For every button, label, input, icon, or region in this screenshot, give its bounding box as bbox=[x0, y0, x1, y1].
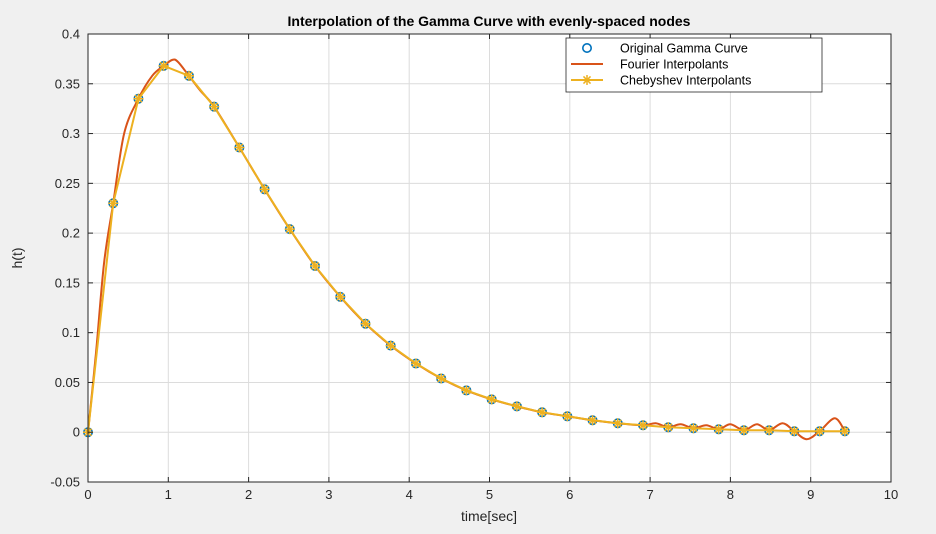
point-chebyshev-interpolants bbox=[638, 420, 649, 431]
legend-label: Fourier Interpolants bbox=[620, 58, 728, 72]
y-tick-label: 0.15 bbox=[55, 275, 80, 290]
point-chebyshev-interpolants bbox=[259, 184, 270, 195]
x-tick-label: 3 bbox=[325, 487, 332, 502]
legend: Original Gamma Curve Fourier Interpolants… bbox=[565, 37, 823, 93]
point-chebyshev-interpolants bbox=[385, 340, 396, 351]
point-chebyshev-interpolants bbox=[713, 424, 724, 435]
point-chebyshev-interpolants bbox=[587, 415, 598, 426]
chart-title: Interpolation of the Gamma Curve with ev… bbox=[288, 13, 691, 29]
point-chebyshev-interpolants bbox=[839, 426, 850, 437]
point-chebyshev-interpolants bbox=[335, 291, 346, 302]
x-tick-label: 9 bbox=[807, 487, 814, 502]
point-chebyshev-interpolants bbox=[108, 198, 119, 209]
y-tick-label: -0.05 bbox=[50, 475, 80, 490]
series-chebyshev-interpolants bbox=[83, 60, 850, 438]
y-tick-label: 0.05 bbox=[55, 375, 80, 390]
point-chebyshev-interpolants bbox=[486, 394, 497, 405]
x-tick-label: 5 bbox=[486, 487, 493, 502]
point-chebyshev-interpolants bbox=[789, 426, 800, 437]
x-tick-label: 0 bbox=[84, 487, 91, 502]
point-chebyshev-interpolants bbox=[688, 423, 699, 434]
legend-entry-fourier-interpolants: Fourier Interpolants bbox=[571, 58, 728, 72]
point-chebyshev-interpolants bbox=[234, 142, 245, 153]
point-chebyshev-interpolants bbox=[158, 60, 169, 71]
ticks: 0 1 2 3 4 5 6 7 8 9 10 -0.05 0 0.05 0.1 0.15 0.2 0.25 0.3 0… bbox=[50, 27, 898, 503]
y-axis-label: h(t) bbox=[9, 248, 25, 269]
x-tick-label: 1 bbox=[165, 487, 172, 502]
x-tick-label: 10 bbox=[884, 487, 898, 502]
x-axis-label: time[sec] bbox=[461, 508, 517, 524]
legend-label: Chebyshev Interpolants bbox=[620, 74, 751, 88]
x-tick-label: 8 bbox=[727, 487, 734, 502]
point-chebyshev-interpolants bbox=[612, 418, 623, 429]
x-tick-label: 4 bbox=[406, 487, 413, 502]
point-chebyshev-interpolants bbox=[410, 358, 421, 369]
y-tick-label: 0.35 bbox=[55, 76, 80, 91]
point-chebyshev-interpolants bbox=[209, 101, 220, 112]
y-tick-label: 0.25 bbox=[55, 176, 80, 191]
y-tick-label: 0.3 bbox=[62, 126, 80, 141]
legend-marker-chebyshev-interpolants bbox=[582, 75, 592, 85]
legend-entry-original-gamma-curve: Original Gamma Curve bbox=[581, 42, 748, 56]
x-tick-label: 7 bbox=[646, 487, 653, 502]
point-chebyshev-interpolants bbox=[764, 425, 775, 436]
point-chebyshev-interpolants bbox=[436, 373, 447, 384]
point-chebyshev-interpolants bbox=[511, 401, 522, 412]
legend-swatch-original-gamma-curve bbox=[581, 42, 592, 53]
point-chebyshev-interpolants bbox=[738, 425, 749, 436]
point-chebyshev-interpolants bbox=[360, 318, 371, 329]
point-chebyshev-interpolants bbox=[284, 224, 295, 235]
y-tick-label: 0.2 bbox=[62, 226, 80, 241]
legend-box bbox=[565, 37, 823, 93]
series-layer bbox=[83, 58, 850, 441]
legend-label: Original Gamma Curve bbox=[620, 42, 748, 56]
legend-entry-chebyshev-interpolants: Chebyshev Interpolants bbox=[571, 74, 751, 88]
point-chebyshev-interpolants bbox=[183, 70, 194, 81]
y-tick-label: 0.1 bbox=[62, 325, 80, 340]
point-chebyshev-interpolants bbox=[562, 411, 573, 422]
point-chebyshev-interpolants bbox=[663, 422, 674, 433]
x-tick-label: 6 bbox=[566, 487, 573, 502]
point-chebyshev-interpolants bbox=[133, 93, 144, 104]
y-tick-label: 0.4 bbox=[62, 27, 80, 42]
x-tick-label: 2 bbox=[245, 487, 252, 502]
point-chebyshev-interpolants bbox=[814, 426, 825, 437]
point-chebyshev-interpolants bbox=[461, 385, 472, 396]
y-tick-label: 0 bbox=[73, 425, 80, 440]
point-chebyshev-interpolants bbox=[537, 407, 548, 418]
point-chebyshev-interpolants bbox=[310, 260, 321, 271]
